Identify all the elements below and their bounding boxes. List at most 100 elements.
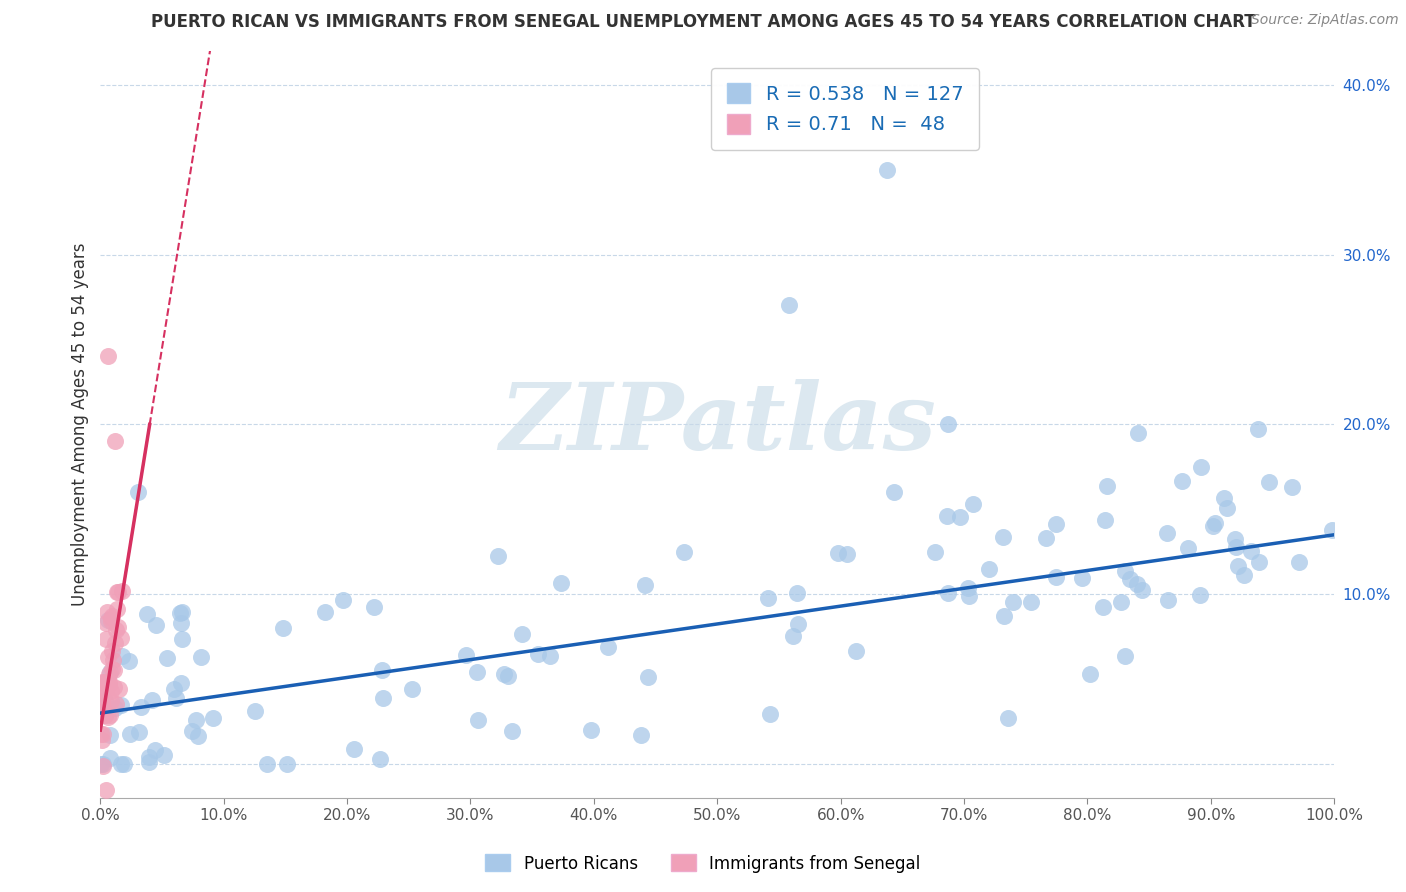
Point (94, 708, 117, 723)
Point (1111, 594, 1133, 608)
Point (181, 724, 204, 739)
Point (498, 669, 520, 683)
Point (778, 298, 800, 312)
Point (1189, 588, 1212, 602)
Point (991, 530, 1014, 544)
Point (787, 617, 810, 632)
Point (256, 757, 278, 772)
Point (107, 620, 129, 634)
Point (98, 728, 121, 742)
Point (98, 676, 121, 690)
Point (1288, 555, 1310, 569)
Point (756, 591, 779, 605)
Point (169, 607, 191, 621)
Point (1035, 531, 1057, 545)
Point (91, 697, 114, 711)
Point (91, 727, 114, 741)
Point (1078, 667, 1101, 681)
Point (936, 417, 959, 432)
Point (104, 697, 127, 711)
Point (1257, 475, 1279, 489)
Point (153, 747, 176, 762)
Point (93, 703, 115, 717)
Point (98, 665, 121, 680)
Point (371, 664, 394, 678)
Point (93, 708, 115, 723)
Point (90, 727, 112, 741)
Point (977, 562, 1000, 576)
Point (91, 687, 114, 701)
Point (1246, 422, 1268, 436)
Point (758, 707, 780, 722)
Point (314, 605, 336, 619)
Point (924, 545, 946, 559)
Point (1021, 594, 1043, 608)
Point (1119, 572, 1142, 586)
Point (93, 675, 115, 690)
Point (465, 665, 488, 680)
Point (97, 649, 120, 664)
Point (1114, 648, 1136, 663)
Point (1094, 512, 1116, 526)
Point (96, 350, 118, 364)
Point (454, 648, 477, 663)
Point (501, 723, 523, 738)
Point (141, 693, 163, 707)
Point (1126, 577, 1149, 591)
Point (1156, 526, 1178, 541)
Point (98, 751, 121, 765)
Point (883, 485, 905, 500)
Point (118, 726, 141, 740)
Point (105, 601, 128, 615)
Point (363, 600, 385, 615)
Point (129, 700, 152, 714)
Point (1177, 541, 1199, 555)
Text: PUERTO RICAN VS IMMIGRANTS FROM SENEGAL UNEMPLOYMENT AMONG AGES 45 TO 54 YEARS C: PUERTO RICAN VS IMMIGRANTS FROM SENEGAL … (150, 13, 1256, 31)
Point (845, 643, 868, 657)
Point (276, 757, 298, 772)
Point (201, 711, 224, 725)
Point (538, 649, 561, 664)
Point (510, 627, 533, 641)
Point (107, 682, 129, 697)
Text: Source: ZipAtlas.com: Source: ZipAtlas.com (1251, 13, 1399, 28)
Point (96, 605, 118, 619)
Point (101, 644, 124, 658)
Point (401, 681, 423, 696)
Point (371, 690, 394, 705)
Point (957, 581, 980, 595)
Point (243, 704, 266, 718)
Point (105, 584, 128, 599)
Point (105, 623, 128, 637)
Point (782, 629, 804, 643)
Point (1233, 568, 1256, 582)
Point (1157, 593, 1180, 607)
Point (90, 694, 112, 708)
Legend: R = 0.538   N = 127, R = 0.71   N =  48: R = 0.538 N = 127, R = 0.71 N = 48 (711, 68, 979, 150)
Point (169, 675, 191, 690)
Point (1130, 582, 1153, 597)
Point (156, 651, 179, 665)
Point (103, 701, 125, 715)
Point (96, 632, 118, 646)
Point (993, 609, 1015, 624)
Point (110, 757, 132, 772)
Point (271, 621, 294, 635)
Point (103, 663, 125, 677)
Point (98, 674, 121, 689)
Point (127, 485, 149, 500)
Point (107, 585, 129, 599)
Point (527, 647, 550, 661)
Point (96, 677, 118, 691)
Point (90, 682, 112, 697)
Point (630, 728, 652, 742)
Point (837, 547, 859, 561)
Point (938, 586, 960, 600)
Point (90, 757, 112, 772)
Point (100, 694, 122, 708)
Point (104, 635, 127, 649)
Point (104, 434, 127, 449)
Point (467, 713, 489, 727)
Point (368, 752, 391, 766)
Point (110, 698, 132, 713)
